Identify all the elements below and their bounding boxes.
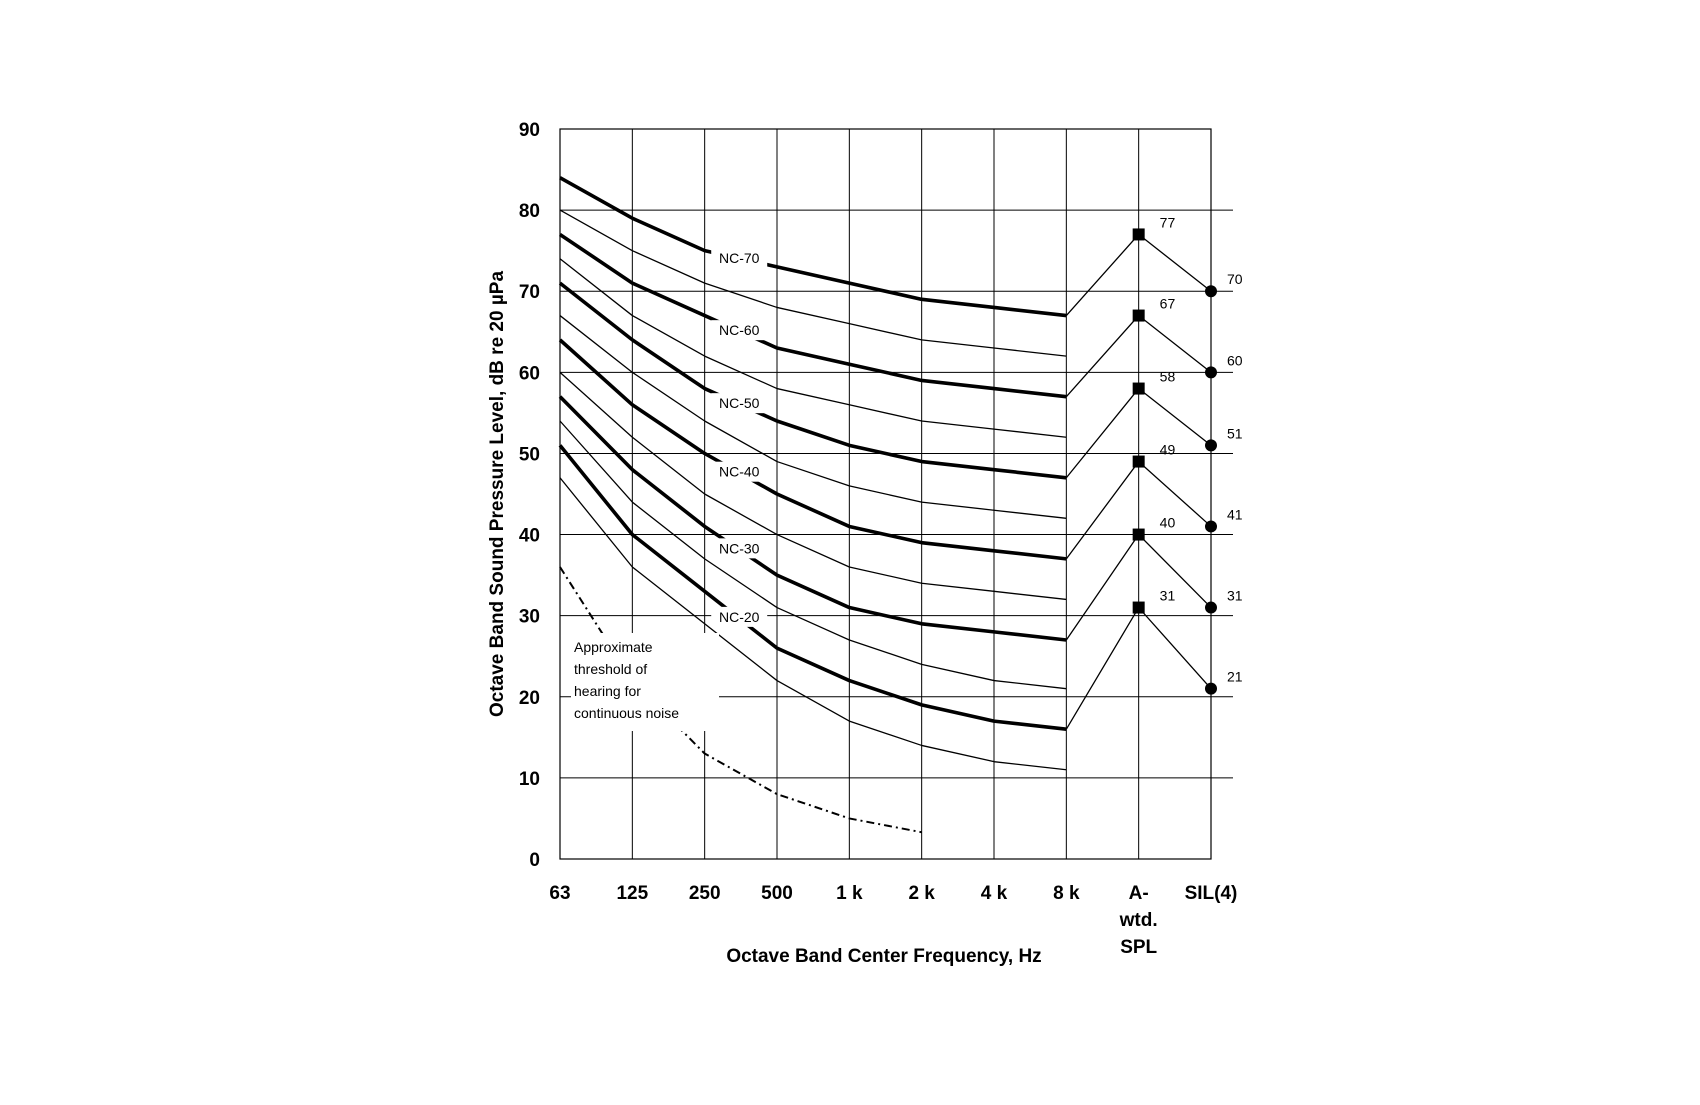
nc-intermediate-curve xyxy=(559,371,1067,601)
a-weighted-marker xyxy=(1132,528,1145,541)
x-tick-label: 4 k xyxy=(981,883,1008,904)
sil-marker xyxy=(1205,601,1217,614)
curve-label-mask xyxy=(711,393,768,414)
a-weighted-value-label: 58 xyxy=(1160,369,1176,385)
nc-intermediate-curve xyxy=(559,420,1067,690)
nc-curve xyxy=(558,338,1067,561)
a-weighted-marker xyxy=(1132,309,1145,322)
a-weighted-value-label: 67 xyxy=(1160,296,1176,312)
x-tick-label: 8 k xyxy=(1053,883,1080,904)
y-tick-label: 30 xyxy=(519,607,540,628)
curve-label-mask xyxy=(711,320,768,341)
y-tick-label: 20 xyxy=(519,688,540,709)
sil-marker xyxy=(1205,520,1217,533)
threshold-annotation-mask xyxy=(571,633,719,731)
y-axis-title: Octave Band Sound Pressure Level, dB re … xyxy=(487,271,508,717)
curve-label-mask xyxy=(711,538,768,559)
nc-curve xyxy=(559,176,1067,318)
y-tick-label: 40 xyxy=(519,526,540,547)
a-weighted-marker xyxy=(1132,382,1145,395)
nc-curve-label: NC-20 xyxy=(719,609,760,625)
a-weighted-value-label: 77 xyxy=(1160,214,1176,230)
curve-label-mask xyxy=(711,247,768,268)
nc-curve xyxy=(558,232,1067,399)
y-tick-label: 70 xyxy=(519,282,540,303)
curve-label-mask xyxy=(711,606,768,627)
x-extra-column-label: SIL(4) xyxy=(1185,883,1238,904)
x-extra-column-label: SPL xyxy=(1120,937,1157,958)
sil-marker xyxy=(1205,682,1217,695)
nc-curve xyxy=(558,444,1067,732)
x-tick-label: 500 xyxy=(761,883,793,904)
threshold-annotation-text: threshold of xyxy=(574,661,647,677)
threshold-annotation-text: hearing for xyxy=(574,683,641,699)
sil-marker xyxy=(1205,439,1217,452)
nc-curve xyxy=(558,395,1067,642)
a-weighted-value-label: 31 xyxy=(1160,588,1176,604)
y-tick-label: 90 xyxy=(519,120,540,141)
y-tick-label: 60 xyxy=(519,363,540,384)
nc-intermediate-curve xyxy=(559,315,1067,519)
a-weighted-value-label: 49 xyxy=(1160,442,1176,458)
threshold-annotation-text: continuous noise xyxy=(574,705,679,721)
sil-value-label: 41 xyxy=(1227,506,1243,522)
nc-curve xyxy=(558,281,1067,480)
sil-value-label: 31 xyxy=(1227,588,1243,604)
nc-curve-label: NC-40 xyxy=(719,464,760,480)
a-weighted-marker xyxy=(1132,455,1145,468)
sil-value-label: 70 xyxy=(1227,271,1243,287)
x-extra-column-label: wtd. xyxy=(1119,910,1158,931)
nc-curve-label: NC-70 xyxy=(719,250,760,266)
nc-curve-label: NC-30 xyxy=(719,540,760,556)
sil-value-label: 21 xyxy=(1227,669,1243,685)
x-axis-title: Octave Band Center Frequency, Hz xyxy=(726,946,1041,967)
x-extra-column-label: A- xyxy=(1129,883,1149,904)
y-tick-label: 80 xyxy=(519,201,540,222)
nc-intermediate-curve xyxy=(559,209,1067,357)
a-weighted-value-label: 40 xyxy=(1160,515,1176,531)
curve-label-mask xyxy=(711,461,768,482)
nc-intermediate-curve xyxy=(559,477,1067,771)
x-tick-label: 2 k xyxy=(908,883,935,904)
a-weighted-marker xyxy=(1132,228,1145,241)
x-tick-label: 63 xyxy=(549,883,570,904)
sil-marker xyxy=(1205,366,1217,379)
x-tick-label: 1 k xyxy=(836,883,863,904)
nc-intermediate-curve xyxy=(559,258,1067,438)
x-tick-label: 250 xyxy=(689,883,721,904)
y-tick-label: 10 xyxy=(519,769,540,790)
nc-curve-label: NC-60 xyxy=(719,322,760,338)
y-tick-label: 50 xyxy=(519,444,540,465)
sil-value-label: 51 xyxy=(1227,425,1243,441)
x-tick-label: 125 xyxy=(616,883,648,904)
y-tick-label: 0 xyxy=(529,850,540,871)
a-weighted-marker xyxy=(1132,601,1145,614)
threshold-annotation-text: Approximate xyxy=(574,639,653,655)
nc-curve-label: NC-50 xyxy=(719,395,760,411)
sil-value-label: 60 xyxy=(1227,352,1243,368)
sil-marker xyxy=(1205,285,1217,298)
